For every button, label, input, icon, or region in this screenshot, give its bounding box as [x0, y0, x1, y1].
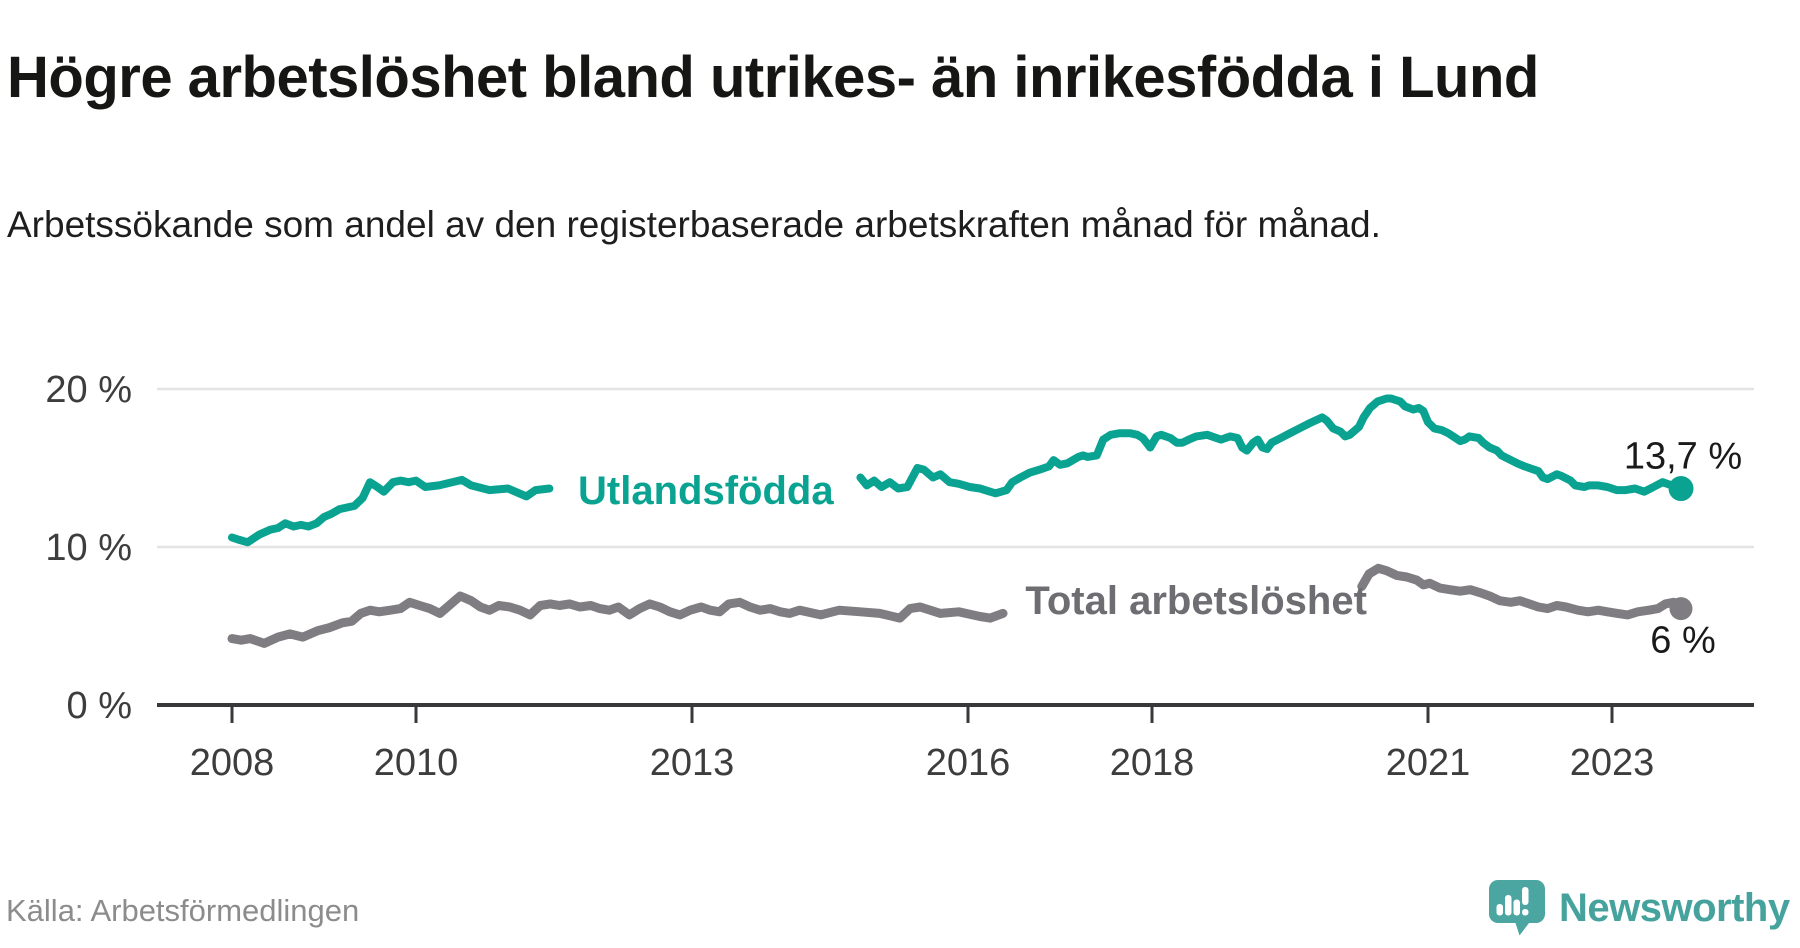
series-label-1: Total arbetslöshet: [1025, 579, 1367, 623]
x-axis-tick-label: 2013: [650, 742, 735, 784]
page-title: Högre arbetslöshet bland utrikes- än inr…: [7, 44, 1539, 110]
newsworthy-logo-text: Newsworthy: [1559, 885, 1790, 930]
series-line-0: [856, 394, 1685, 498]
x-axis-tick-label: 2023: [1570, 742, 1655, 784]
x-axis-tick-label: 2018: [1110, 742, 1195, 784]
series-end-dot-1: [1669, 597, 1693, 621]
end-value-label-0: 13,7 %: [1624, 436, 1742, 478]
newsworthy-logo-icon: [1489, 880, 1545, 936]
y-axis-tick-label: 20 %: [45, 369, 132, 411]
x-axis-tick-label: 2016: [926, 742, 1011, 784]
newsworthy-logo: Newsworthy: [1488, 880, 1790, 936]
x-axis-tick-label: 2010: [374, 742, 459, 784]
y-axis-tick-label: 0 %: [67, 685, 132, 727]
series-line-0: [228, 475, 554, 547]
chart-subtitle: Arbetssökande som andel av den registerb…: [7, 204, 1381, 245]
bar-chart-exclamation-glyph: [1496, 887, 1529, 916]
series-label-0: Utlandsfödda: [578, 469, 834, 513]
source-note: Källa: Arbetsförmedlingen: [6, 893, 360, 928]
x-axis-tick-label: 2021: [1386, 742, 1471, 784]
end-value-label-1: 6 %: [1650, 620, 1715, 662]
series-line-1: [1357, 563, 1686, 620]
series-line-1: [227, 591, 1008, 648]
y-axis-tick-label: 10 %: [45, 527, 132, 569]
series-end-dot-0: [1668, 476, 1694, 502]
x-axis-tick-label: 2008: [190, 742, 275, 784]
